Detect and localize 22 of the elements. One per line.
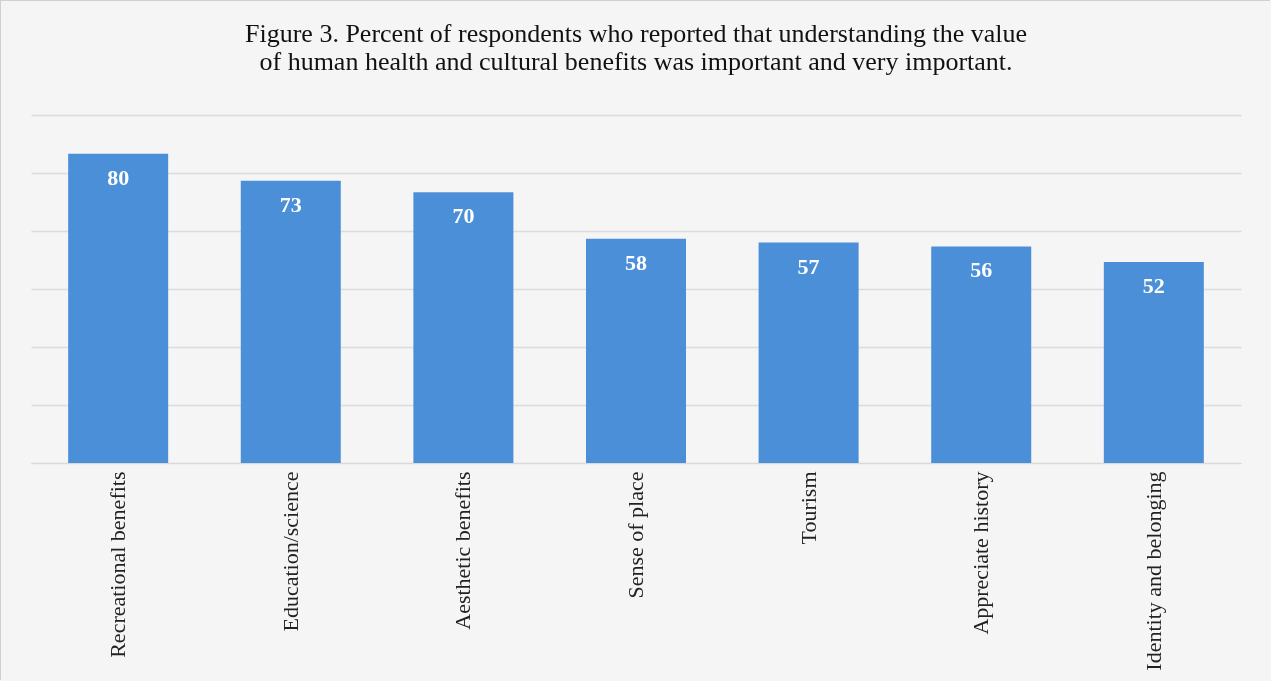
bar [413, 192, 514, 463]
x-tick-label: Education/science [277, 471, 303, 632]
data-label: 73 [279, 191, 302, 217]
bar [240, 180, 341, 463]
x-tick-label: Tourism [795, 471, 821, 545]
bar [586, 238, 686, 463]
chart-title: Figure 3. Percent of respondents who reported that understanding the value of human health and cultural benefits was important and very important. [245, 19, 1027, 76]
bar [931, 246, 1032, 463]
data-label: 70 [452, 203, 475, 229]
data-label: 52 [1142, 272, 1165, 298]
data-label: 56 [970, 257, 993, 283]
bar [1103, 261, 1204, 463]
x-tick-label: Appreciate history [968, 471, 994, 635]
x-tick-label: Sense of place [623, 471, 648, 599]
bar [758, 242, 859, 463]
x-tick-label: Aesthetic benefits [450, 471, 476, 630]
data-label: 58 [625, 249, 647, 275]
x-tick-label: Recreational benefits [105, 471, 131, 658]
bar [68, 153, 169, 463]
x-tick-label: Identity and belonging [1140, 471, 1166, 671]
data-label: 80 [107, 164, 130, 190]
data-label: 57 [797, 253, 820, 279]
